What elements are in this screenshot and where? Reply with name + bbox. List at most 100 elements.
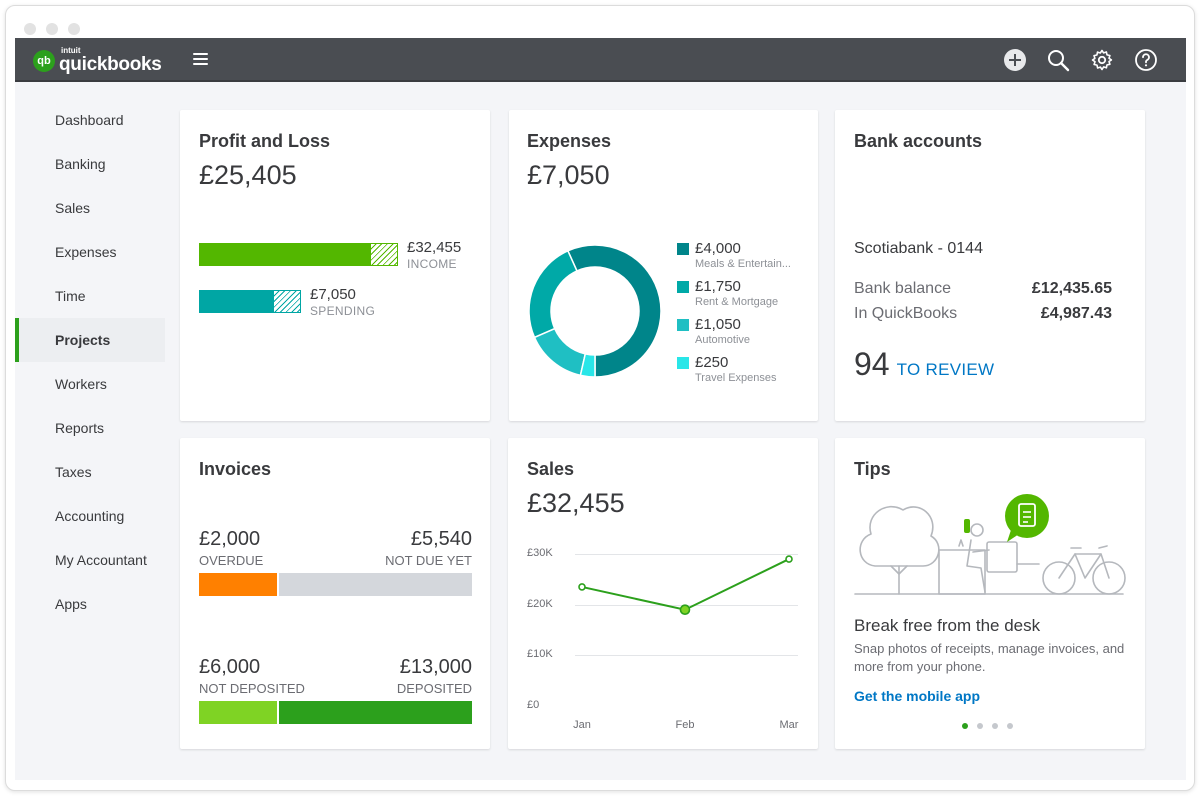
sales-line (581, 558, 790, 611)
x-tick-label: Mar (779, 719, 799, 731)
deposited-label: DEPOSITED (396, 681, 472, 696)
search-icon[interactable] (1046, 48, 1070, 72)
bank-balance-label: Bank balance (854, 280, 951, 297)
overdue-bar[interactable] (199, 573, 277, 596)
y-tick-label: £10K (527, 648, 553, 661)
window-controls (24, 23, 80, 35)
sidebar-item-my-accountant[interactable]: My Accountant (55, 552, 147, 568)
overdue-value: £2,000 (199, 528, 261, 550)
sidebar-item-expenses[interactable]: Expenses (55, 244, 117, 260)
review-count: 94 (854, 346, 890, 382)
donut-slice[interactable] (579, 353, 596, 378)
bank-balance-row: Bank balance £12,435.65 (854, 280, 1112, 298)
get-mobile-app-link[interactable]: Get the mobile app (854, 688, 981, 704)
sidebar-item-dashboard[interactable]: Dashboard (55, 112, 124, 128)
carousel-dot[interactable] (962, 723, 968, 729)
legend-label: Meals & Entertain... (695, 258, 791, 270)
sales-card[interactable]: Sales £32,455 £30K £20K £10K £0 Jan Feb Mar (508, 438, 818, 749)
sidebar-item-sales[interactable]: Sales (55, 200, 91, 216)
carousel-dot[interactable] (992, 723, 998, 729)
legend-value: £1,050 (695, 316, 741, 333)
tip-body: Snap photos of receipts, manage invoices… (854, 641, 1125, 674)
legend-swatch (677, 281, 689, 293)
legend-value: £250 (695, 354, 729, 371)
sales-point[interactable] (679, 604, 691, 616)
main-content: Dashboard Banking Sales Expenses Time Project… (15, 82, 1186, 780)
not-due-label: NOT DUE YET (385, 553, 472, 568)
bank-accounts-card[interactable]: Bank accounts Scotiabank - 0144 Bank bal… (835, 110, 1145, 421)
spending-bar[interactable] (199, 290, 273, 313)
bank-account-name[interactable]: Scotiabank - 0144 (854, 240, 983, 257)
y-tick-label: £0 (527, 699, 540, 711)
card-title: Invoices (199, 459, 272, 479)
invoices-card[interactable]: Invoices £2,000 OVERDUE £5,540 NOT DUE Y… (180, 438, 490, 749)
sales-point[interactable] (785, 555, 793, 563)
review-link[interactable]: 94 TO REVIEW (854, 346, 994, 383)
donut-slice[interactable] (528, 249, 578, 339)
sales-line-chart: £30K £20K £10K £0 Jan Feb Mar (508, 438, 818, 749)
legend-label: Automotive (695, 334, 751, 346)
sales-plot (578, 555, 793, 616)
profit-amount: £25,405 (199, 160, 297, 190)
spending-label: SPENDING (310, 304, 376, 318)
sidebar-item-projects[interactable]: Projects (15, 318, 165, 362)
legend-label: Travel Expenses (695, 372, 777, 384)
sales-point[interactable] (578, 583, 586, 591)
gridline (575, 655, 798, 657)
quickbooks-logo[interactable]: qb intuit quickbooks (33, 47, 162, 74)
not-deposited-bar[interactable] (199, 701, 277, 724)
income-value: £32,455 (407, 239, 462, 256)
income-bar-hatch (370, 243, 398, 266)
review-label[interactable]: TO REVIEW (896, 360, 995, 379)
y-tick-label: £20K (527, 597, 553, 610)
sidebar-item-taxes[interactable]: Taxes (55, 464, 92, 480)
sales-amount: £32,455 (527, 488, 625, 518)
sidebar-item-apps[interactable]: Apps (55, 596, 87, 612)
not-due-value: £5,540 (410, 528, 472, 550)
not-deposited-value: £6,000 (199, 656, 261, 678)
bank-balance-value: £12,435.65 (1031, 280, 1112, 297)
quickbooks-balance-label: In QuickBooks (854, 305, 958, 322)
x-tick-label: Feb (675, 719, 695, 731)
top-bar: qb intuit quickbooks (15, 38, 1186, 82)
legend-label: Rent & Mortgage (695, 296, 779, 308)
sidebar-item-accounting[interactable]: Accounting (55, 508, 125, 524)
sidebar-item-banking[interactable]: Banking (55, 156, 106, 172)
legend-value: £4,000 (695, 240, 741, 257)
plus-circle-icon[interactable] (1003, 48, 1027, 72)
deposited-bar[interactable] (279, 701, 472, 724)
income-label: INCOME (407, 257, 457, 271)
quickbooks-balance-value: £4,987.43 (1040, 305, 1112, 322)
tips-illustration (854, 494, 1126, 595)
expenses-card[interactable]: Expenses £7,050 £4,000 Meals & Entertain.… (509, 110, 818, 421)
spending-bar-hatch (273, 290, 301, 313)
x-tick-label: Jan (573, 719, 591, 731)
sidebar-item-time[interactable]: Time (55, 288, 86, 304)
spending-value: £7,050 (310, 286, 356, 303)
carousel-dot[interactable] (977, 723, 983, 729)
sidebar-item-reports[interactable]: Reports (55, 420, 105, 436)
hamburger-menu-icon[interactable] (193, 53, 208, 65)
expenses-amount: £7,050 (527, 160, 610, 190)
tips-carousel-dots (962, 723, 1013, 729)
profit-loss-card[interactable]: Profit and Loss £25,405 £32,455 INCOME £… (180, 110, 490, 421)
window-maximize-dot[interactable] (68, 23, 80, 35)
sidebar-item-workers[interactable]: Workers (55, 376, 107, 392)
income-bar[interactable] (199, 243, 370, 266)
window-minimize-dot[interactable] (46, 23, 58, 35)
quickbooks-balance-row: In QuickBooks £4,987.43 (854, 305, 1112, 323)
help-icon[interactable] (1134, 48, 1158, 72)
window-close-dot[interactable] (24, 23, 36, 35)
deposited-value: £13,000 (399, 656, 472, 678)
legend-swatch (677, 319, 689, 331)
carousel-dot[interactable] (1007, 723, 1013, 729)
legend-swatch (677, 243, 689, 255)
tip-heading: Break free from the desk (854, 616, 1041, 635)
donut-slice[interactable] (566, 244, 662, 378)
gridline (575, 554, 798, 555)
donut-slice[interactable] (533, 327, 587, 377)
brand-name: quickbooks (59, 54, 162, 75)
tips-card[interactable]: Tips (835, 438, 1145, 749)
not-due-bar[interactable] (279, 573, 472, 596)
gear-icon[interactable] (1090, 48, 1114, 72)
